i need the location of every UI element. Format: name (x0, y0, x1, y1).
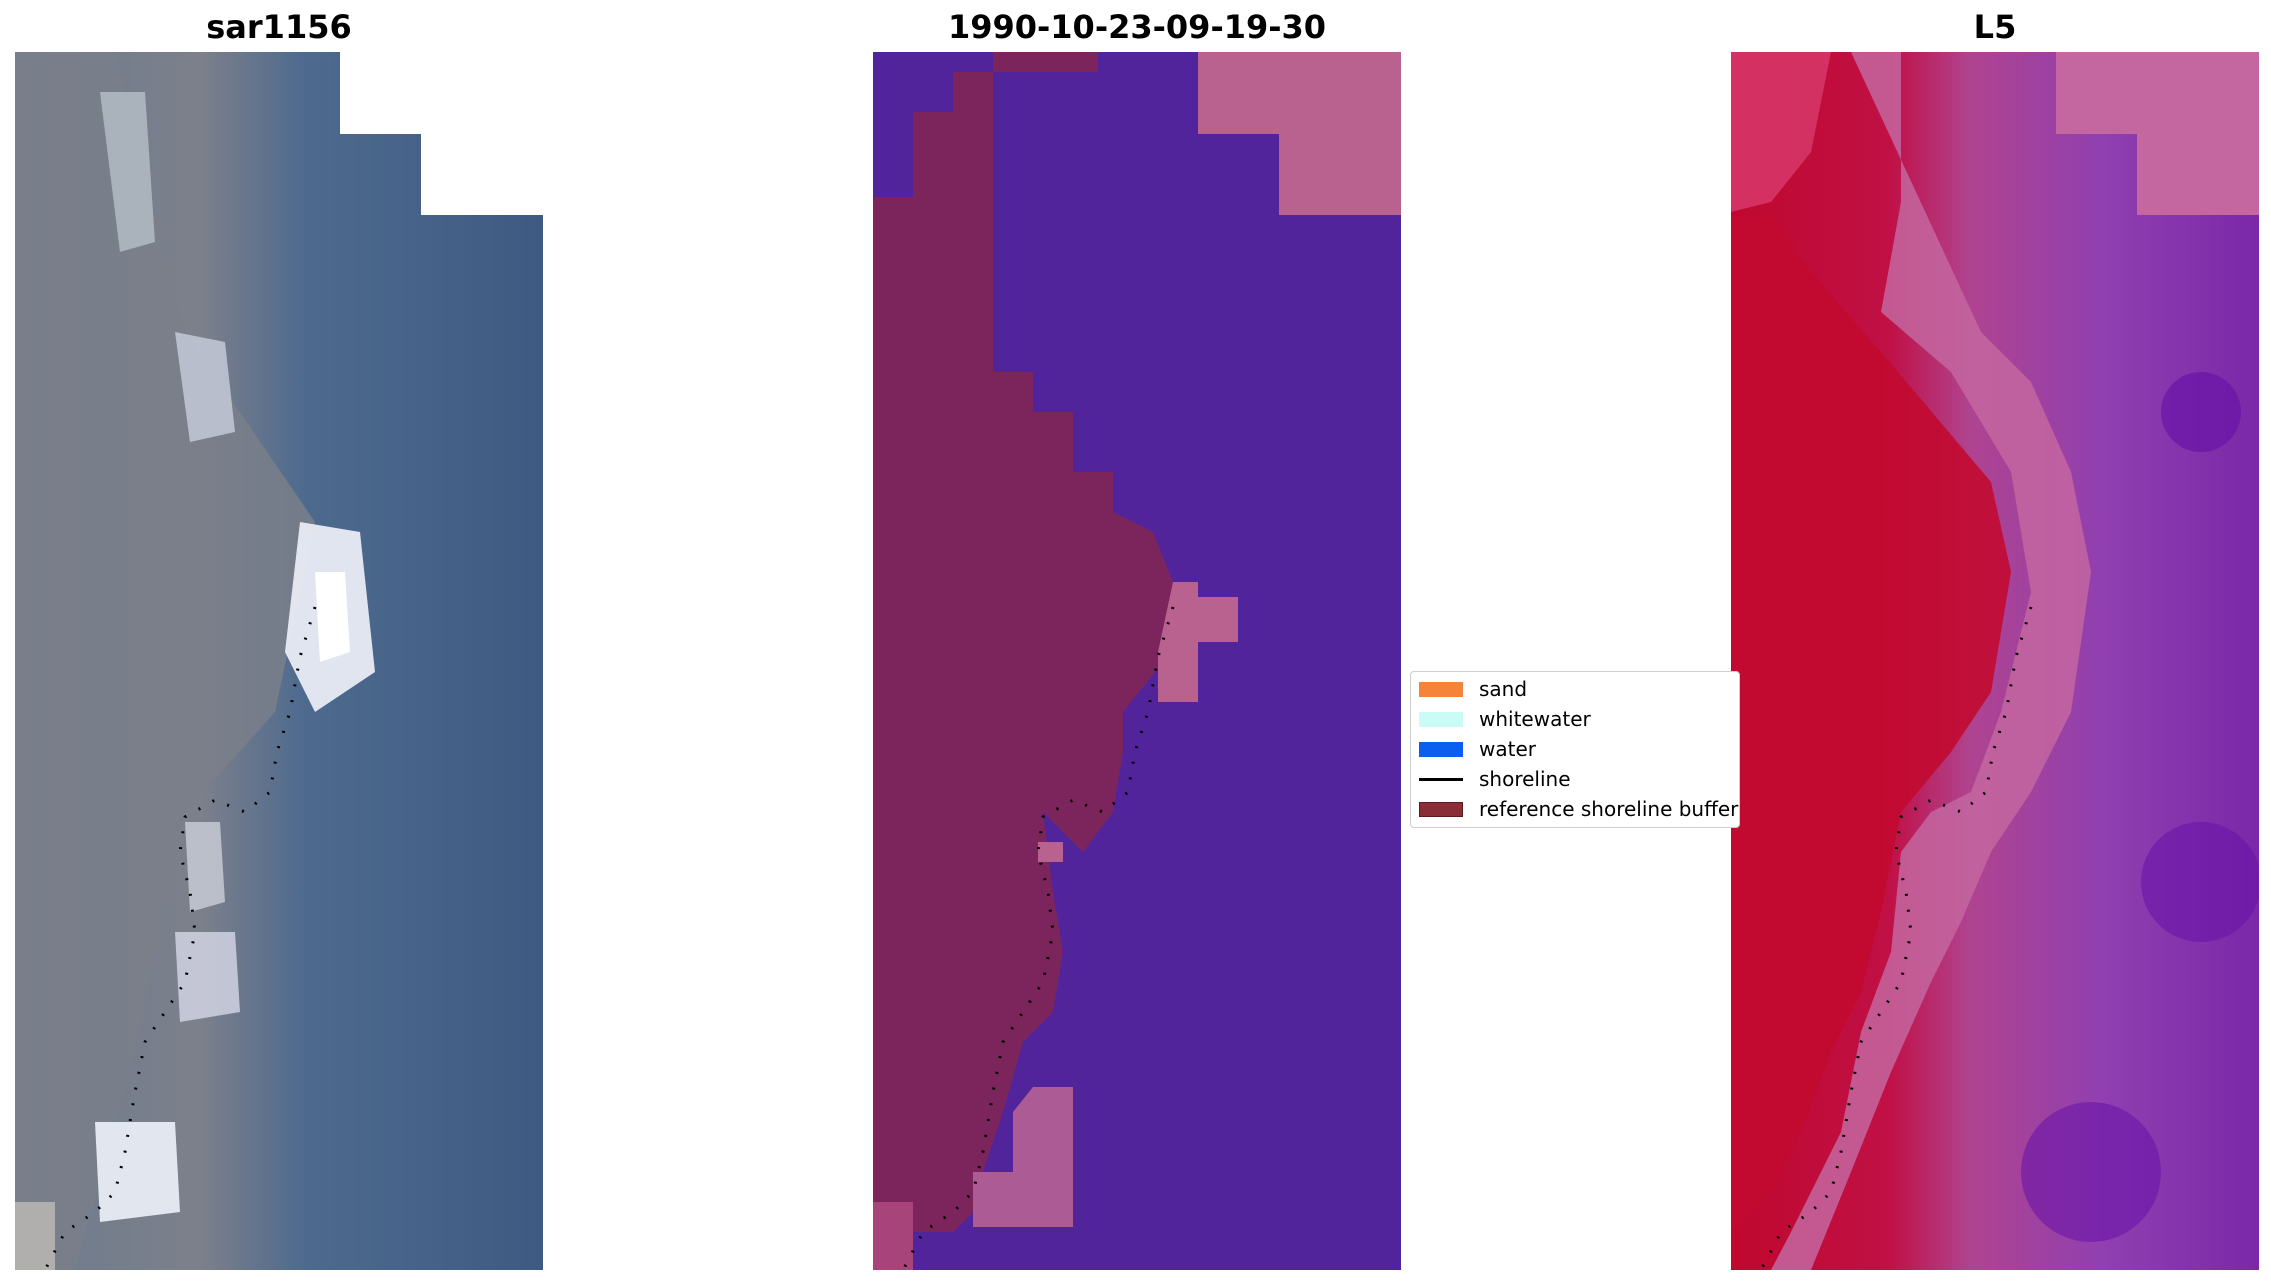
legend-label-water: water (1479, 737, 1536, 761)
panel-title-rgb: sar1156 (206, 8, 352, 46)
index-image (1731, 52, 2259, 1270)
panel-classification: 1990-10-23-09-19-30 (873, 0, 1401, 1283)
legend-label-shoreline: shoreline (1479, 767, 1571, 791)
legend-item-water: water (1419, 735, 1536, 763)
classification-image (873, 52, 1401, 1270)
whitewater-swatch (1419, 711, 1463, 727)
water-swatch (1419, 741, 1463, 757)
legend-item-buffer: reference shoreline buffer (1419, 795, 1738, 823)
legend-item-whitewater: whitewater (1419, 705, 1591, 733)
sand-swatch (1419, 681, 1463, 697)
panel-title-index: L5 (1973, 8, 2017, 46)
shoreline-line-swatch (1419, 777, 1463, 781)
legend-item-shoreline: shoreline (1419, 765, 1571, 793)
legend: sand whitewater water shoreline referenc… (1410, 671, 1740, 828)
panel-title-classification: 1990-10-23-09-19-30 (947, 8, 1327, 46)
buffer-swatch (1419, 801, 1463, 817)
legend-label-sand: sand (1479, 677, 1528, 701)
panel-index: L5 (1731, 0, 2259, 1283)
legend-item-sand: sand (1419, 675, 1527, 703)
legend-label-buffer: reference shoreline buffer (1479, 797, 1739, 821)
rgb-image (15, 52, 543, 1270)
panel-rgb: sar1156 (15, 0, 543, 1283)
legend-label-whitewater: whitewater (1479, 707, 1591, 731)
